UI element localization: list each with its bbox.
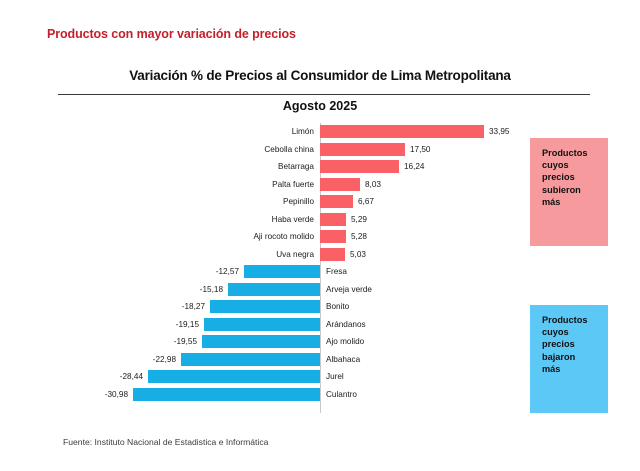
legend-box-price-decrease: Productos cuyos precios bajaron más [530, 305, 608, 413]
legend-down-line-1: Productos [542, 315, 588, 325]
bar-pos [320, 247, 345, 261]
category-label: Cebolla china [264, 144, 314, 154]
category-label: Bonito [326, 302, 350, 311]
bar-pos [320, 142, 405, 156]
value-label: 8,03 [365, 179, 381, 189]
value-label: 17,50 [410, 144, 431, 154]
bar-row: Pepinillo 6,67 [0, 193, 640, 211]
bar-neg [148, 370, 320, 383]
chart-plot-area: Limón 33,95 Cebolla china 17,50 Betarraga 16,… [0, 118, 640, 423]
category-label: Uva negra [276, 249, 314, 259]
bar-neg [204, 317, 320, 331]
value-label: -28,44 [119, 372, 143, 381]
value-label: -19,15 [175, 319, 199, 329]
source-note: Fuente: Instituto Nacional de Estadistic… [63, 437, 269, 447]
value-label: -12,57 [215, 267, 239, 276]
bar-pos [320, 125, 484, 138]
zero-axis-line [320, 123, 322, 413]
bar-neg [181, 352, 320, 366]
bar-row: Betarraga 16,24 [0, 158, 640, 176]
category-label: Betarraga [278, 162, 314, 171]
category-label: Albahaca [326, 354, 361, 364]
title-divider [58, 94, 590, 95]
bar-row: Cebolla china 17,50 [0, 141, 640, 159]
bar-pos [320, 160, 399, 173]
bar-row: Albahaca -22,98 [0, 351, 640, 369]
bar-neg [210, 300, 320, 313]
legend-up-line-3: precios [542, 172, 575, 183]
bar-neg [228, 282, 320, 296]
legend-up-line-1: Productos [542, 148, 588, 158]
bar-row: Uva negra 5,03 [0, 246, 640, 264]
category-label: Arándanos [326, 319, 366, 329]
legend-up-line-2: cuyos [542, 160, 569, 171]
bar-row: Fresa -12,57 [0, 263, 640, 281]
chart-title: Variación % de Precios al Consumidor de … [129, 68, 511, 83]
value-label: -19,55 [173, 337, 197, 346]
value-label: -30,98 [104, 389, 128, 399]
bar-row: Arveja verde -15,18 [0, 281, 640, 299]
bar-neg [244, 265, 320, 278]
category-label: Palta fuerte [272, 179, 314, 189]
category-label: Culantro [326, 389, 357, 399]
bar-row: Culantro -30,98 [0, 386, 640, 404]
category-label: Haba verde [271, 214, 314, 224]
value-label: -15,18 [199, 284, 223, 294]
category-label: Aji rocoto molido [253, 232, 314, 241]
category-label: Pepinillo [283, 197, 314, 206]
bar-row: Arándanos -19,15 [0, 316, 640, 334]
category-label: Limón [291, 127, 314, 136]
value-label: 33,95 [489, 127, 510, 136]
page-title: Productos con mayor variación de precios [47, 27, 296, 41]
value-label: 5,29 [351, 214, 367, 224]
legend-box-price-increase: Productos cuyos precios subieron más [530, 138, 608, 246]
legend-down-line-2: cuyos [542, 327, 569, 338]
category-label: Arveja verde [326, 284, 372, 294]
bar-row: Bonito -18,27 [0, 298, 640, 316]
bar-pos [320, 230, 346, 243]
category-label: Ajo molido [326, 337, 365, 346]
value-label: 5,28 [351, 232, 367, 241]
bar-row: Limón 33,95 [0, 123, 640, 141]
legend-down-line-3: precios [542, 339, 575, 350]
bar-row: Haba verde 5,29 [0, 211, 640, 229]
category-label: Fresa [326, 267, 347, 276]
bar-pos [320, 195, 353, 208]
legend-down-line-5: más [542, 363, 561, 374]
bar-neg [133, 387, 320, 401]
bar-row: Palta fuerte 8,03 [0, 176, 640, 194]
value-label: 6,67 [358, 197, 374, 206]
value-label: -18,27 [181, 302, 205, 311]
bar-pos [320, 212, 346, 226]
bar-neg [202, 335, 320, 348]
bar-row: Aji rocoto molido 5,28 [0, 228, 640, 246]
bar-row: Jurel -28,44 [0, 368, 640, 386]
legend-up-line-4: subieron [542, 184, 581, 195]
bar-pos [320, 177, 360, 191]
value-label: -22,98 [152, 354, 176, 364]
bar-row: Ajo molido -19,55 [0, 333, 640, 351]
value-label: 5,03 [350, 249, 366, 259]
category-label: Jurel [326, 372, 344, 381]
chart-subtitle: Agosto 2025 [282, 99, 358, 113]
legend-down-line-4: bajaron [542, 351, 576, 362]
value-label: 16,24 [404, 162, 425, 171]
legend-up-line-5: más [542, 196, 561, 207]
